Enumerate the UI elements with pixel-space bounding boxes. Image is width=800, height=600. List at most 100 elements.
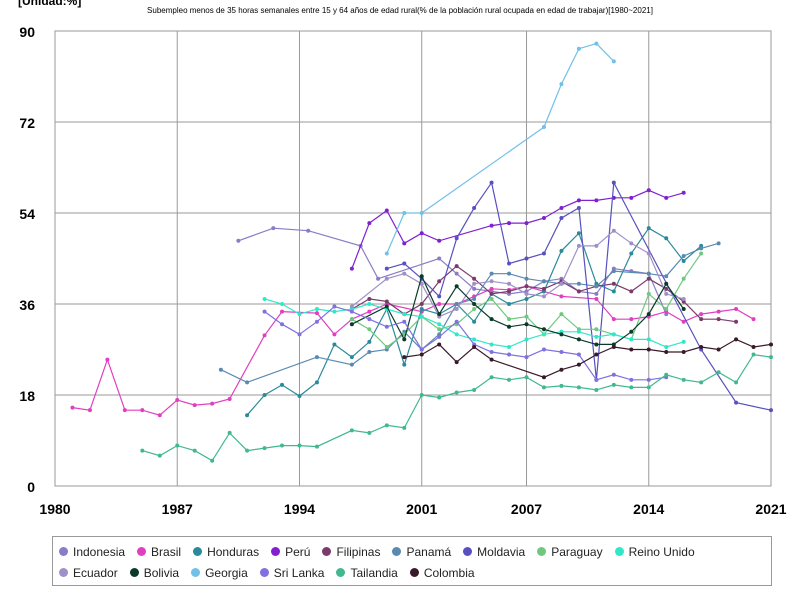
data-point-sri-lanka — [576, 352, 581, 357]
data-point-ecuador — [472, 281, 477, 286]
data-point-sri-lanka — [646, 377, 651, 382]
legend-item-moldavia[interactable]: Moldavia — [463, 541, 525, 562]
data-point-indonesia — [594, 291, 599, 296]
data-point-panam- — [576, 281, 581, 286]
data-point-brasil — [437, 302, 442, 306]
data-point-georgia — [402, 211, 407, 215]
legend-item-sri-lanka[interactable]: Sri Lanka — [259, 562, 325, 583]
data-point-honduras — [245, 413, 250, 418]
data-point-paraguay — [524, 314, 529, 319]
legend-label: Paraguay — [551, 544, 603, 559]
data-point-honduras — [419, 307, 424, 312]
legend-item-georgia[interactable]: Georgia — [191, 562, 248, 583]
data-point-colombia — [594, 352, 599, 357]
chart-legend: Indonesia Brasil Honduras Perú Filipinas Pana… — [52, 536, 772, 586]
data-point-reino-unido — [611, 332, 616, 337]
data-point-brasil — [367, 309, 372, 314]
legend-label: Tailandia — [350, 565, 398, 580]
data-point-sri-lanka — [524, 355, 529, 360]
data-point-ecuador — [419, 281, 424, 286]
data-point-brasil — [734, 307, 739, 312]
legend-label: Filipinas — [336, 544, 381, 559]
data-point-ecuador — [664, 291, 669, 296]
legend-item-per-[interactable]: Perú — [271, 541, 310, 562]
data-point-bolivia — [437, 312, 442, 317]
data-point-filipinas — [611, 281, 616, 286]
data-point-tailandia — [140, 448, 145, 453]
data-point-per- — [524, 221, 529, 226]
data-point-reino-unido — [681, 339, 686, 344]
data-point-panam- — [349, 362, 354, 367]
legend-item-tailandia[interactable]: Tailandia — [336, 562, 398, 583]
data-point-honduras — [664, 236, 669, 241]
data-point-georgia — [541, 125, 546, 130]
data-point-indonesia — [306, 228, 311, 233]
data-point-reino-unido — [437, 322, 442, 327]
data-point-moldavia — [524, 256, 529, 261]
y-tick-label: 0 — [27, 479, 35, 495]
data-point-tailandia — [734, 380, 739, 385]
legend-item-indonesia[interactable]: Indonesia — [59, 541, 125, 562]
data-point-reino-unido — [297, 312, 302, 317]
data-point-moldavia — [559, 216, 564, 221]
legend-label: Sri Lanka — [273, 565, 325, 580]
data-point-colombia — [734, 337, 739, 342]
legend-label: Georgia — [205, 565, 248, 580]
legend-item-filipinas[interactable]: Filipinas — [322, 541, 380, 562]
data-point-panam- — [664, 274, 669, 279]
data-point-reino-unido — [664, 344, 669, 349]
data-point-tailandia — [559, 383, 564, 388]
data-point-sri-lanka — [262, 309, 267, 314]
data-point-bolivia — [681, 307, 686, 312]
data-point-bolivia — [402, 337, 407, 342]
data-point-sri-lanka — [611, 372, 616, 377]
legend-item-bolivia[interactable]: Bolivia — [129, 562, 179, 583]
data-point-filipinas — [472, 276, 477, 281]
data-point-bolivia — [594, 342, 599, 347]
series-line-per- — [351, 189, 684, 269]
data-point-panam- — [472, 296, 477, 301]
data-point-sri-lanka — [402, 319, 407, 324]
data-point-bolivia — [454, 284, 459, 289]
x-tick-label: 1987 — [162, 501, 193, 517]
data-point-per- — [489, 223, 494, 228]
chart-plot: 0 18 36 54 72 90 1980 1987 1994 2001 2007 2014 2021 — [19, 24, 786, 517]
data-point-sri-lanka — [419, 347, 424, 352]
data-point-tailandia — [454, 390, 459, 395]
data-point-per- — [384, 208, 389, 213]
data-point-moldavia — [472, 205, 477, 210]
legend-item-ecuador[interactable]: Ecuador — [59, 562, 118, 583]
data-point-tailandia — [541, 385, 546, 390]
data-point-honduras — [402, 362, 407, 367]
data-point-paraguay — [349, 317, 354, 322]
series-line-brasil — [72, 285, 754, 416]
data-point-honduras — [349, 355, 354, 360]
data-point-honduras — [472, 319, 477, 324]
legend-label: Perú — [285, 544, 311, 559]
legend-item-honduras[interactable]: Honduras — [193, 541, 259, 562]
legend-item-brasil[interactable]: Brasil — [137, 541, 181, 562]
data-point-reino-unido — [629, 337, 634, 342]
data-point-sri-lanka — [629, 377, 634, 382]
data-point-filipinas — [524, 284, 529, 289]
legend-swatch — [463, 547, 473, 556]
data-point-brasil — [716, 309, 721, 314]
data-point-filipinas — [541, 286, 546, 291]
data-point-colombia — [472, 344, 477, 349]
x-tick-label: 1980 — [39, 501, 70, 517]
legend-item-panam-[interactable]: Panamá — [392, 541, 451, 562]
legend-item-paraguay[interactable]: Paraguay — [537, 541, 603, 562]
data-point-tailandia — [297, 443, 302, 448]
legend-swatch — [59, 547, 68, 556]
legend-item-reino-unido[interactable]: Reino Unido — [614, 541, 695, 562]
data-point-per- — [594, 198, 599, 203]
data-point-bolivia — [664, 281, 669, 286]
data-point-reino-unido — [402, 312, 407, 317]
legend-item-colombia[interactable]: Colombia — [409, 562, 475, 583]
legend-label: Brasil — [151, 544, 182, 559]
x-tick-label: 2007 — [511, 501, 542, 517]
data-point-reino-unido — [454, 332, 459, 337]
data-point-georgia — [559, 82, 564, 87]
data-point-georgia — [594, 41, 599, 46]
data-point-tailandia — [402, 425, 407, 430]
